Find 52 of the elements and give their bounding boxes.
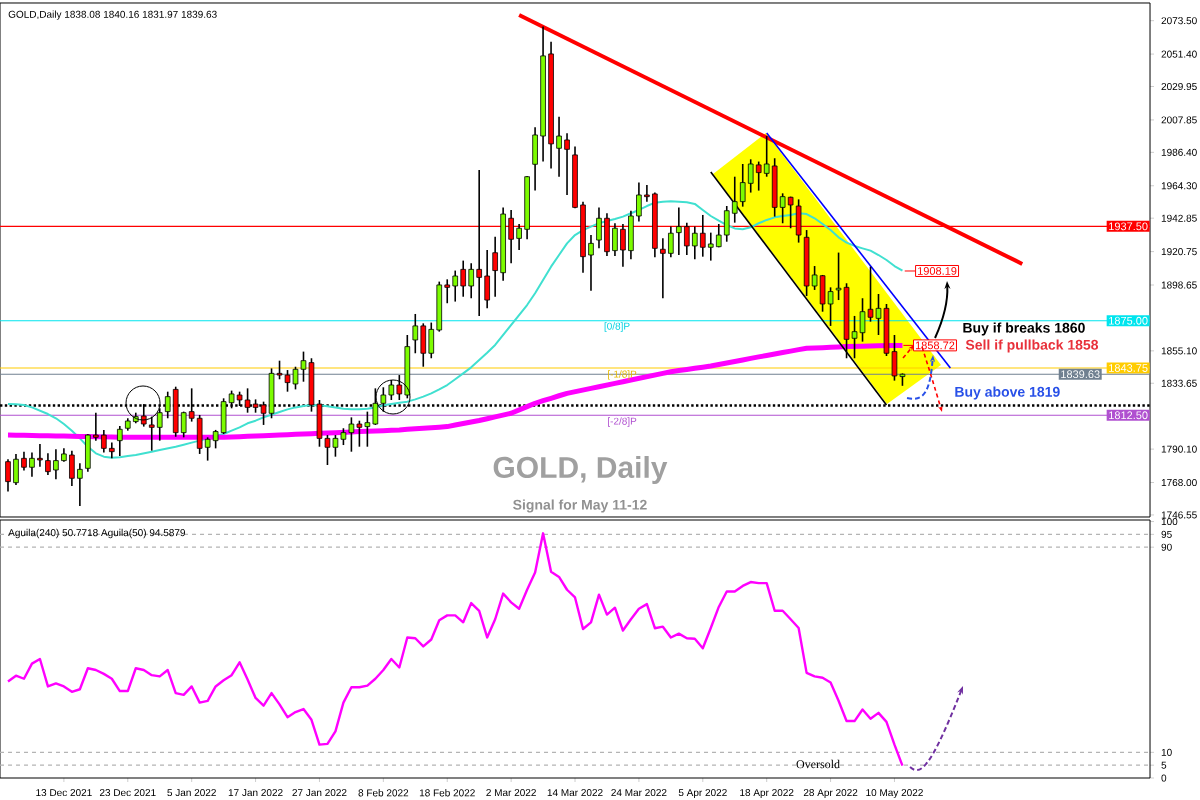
x-tick-label: 5 Jan 2022 bbox=[167, 789, 216, 797]
x-tick-label: 2 Mar 2022 bbox=[486, 789, 536, 797]
annotation: Oversold bbox=[796, 759, 840, 769]
text: GOLD, Daily bbox=[493, 456, 668, 484]
annotation: 1858.72 bbox=[915, 341, 955, 350]
x-tick-label: 5 Apr 2022 bbox=[678, 789, 727, 799]
ref-line-label: 1812.50 bbox=[1109, 411, 1148, 420]
y-tick-label: 1746.55 bbox=[1161, 511, 1197, 519]
x-tick-label: 14 Mar 2022 bbox=[547, 789, 603, 797]
y-tick-label: 1790.10 bbox=[1161, 445, 1197, 453]
x-tick-label: 8 Feb 2022 bbox=[358, 789, 409, 797]
x-tick-label: 28 Apr 2022 bbox=[803, 789, 858, 799]
annotation: GOLD,Daily 1838.08 1840.16 1831.97 1839.63 bbox=[8, 10, 217, 20]
y-tick-label: 95 bbox=[1161, 530, 1172, 538]
annotation: Aguila(240) 50.7718 Aguila(50) 94.5879 bbox=[8, 528, 186, 539]
x-tick-label: 23 Dec 2021 bbox=[99, 789, 156, 797]
y-tick-label: 1964.30 bbox=[1161, 182, 1197, 190]
ref-line-label: 1843.75 bbox=[1109, 364, 1148, 372]
y-tick-label: 1898.65 bbox=[1161, 281, 1197, 289]
x-tick-label: 10 May 2022 bbox=[866, 789, 923, 799]
y-tick-label: 90 bbox=[1161, 543, 1172, 551]
x-tick-label: 18 Apr 2022 bbox=[740, 789, 794, 799]
y-tick-label: 1920.75 bbox=[1161, 248, 1197, 256]
y-tick-label: 1768.00 bbox=[1161, 479, 1197, 487]
annotation: [-1/8]P bbox=[608, 370, 637, 380]
y-tick-label: 1833.65 bbox=[1161, 379, 1197, 387]
x-tick-label: 24 Mar 2022 bbox=[611, 789, 667, 797]
annotation: 1908.19 bbox=[918, 267, 957, 275]
y-tick-label: 2051.40 bbox=[1161, 50, 1197, 58]
y-tick-label: 2073.50 bbox=[1161, 17, 1197, 25]
y-tick-label: 1986.40 bbox=[1161, 148, 1197, 156]
text: Signal for May 11-12 bbox=[513, 499, 647, 513]
ref-line-label: 1937.50 bbox=[1109, 222, 1148, 231]
annotation: Buy above 1819 bbox=[955, 386, 1060, 400]
y-tick-label: 100 bbox=[1161, 518, 1178, 526]
x-tick-label: 27 Jan 2022 bbox=[292, 789, 347, 797]
y-tick-label: 2007.85 bbox=[1161, 116, 1197, 124]
y-tick-label: 10 bbox=[1161, 748, 1172, 756]
x-tick-label: 17 Jan 2022 bbox=[228, 789, 283, 797]
y-tick-label: 0 bbox=[1161, 774, 1167, 782]
x-tick-label: 18 Feb 2022 bbox=[419, 789, 475, 797]
ref-line-label: 1839.63 bbox=[1061, 370, 1100, 379]
annotation: [-2/8]P bbox=[608, 417, 637, 427]
x-tick-label: 13 Dec 2021 bbox=[36, 789, 92, 797]
y-tick-label: 5 bbox=[1161, 761, 1167, 769]
y-tick-label: 1855.10 bbox=[1161, 347, 1197, 355]
annotation: Sell if pullback 1858 bbox=[965, 339, 1099, 353]
y-tick-label: 1942.85 bbox=[1161, 214, 1197, 222]
annotation: [0/8]P bbox=[604, 322, 630, 332]
ref-line-label: 1875.00 bbox=[1109, 316, 1148, 325]
y-tick-label: 2029.95 bbox=[1161, 82, 1197, 91]
annotation: Buy if breaks 1860 bbox=[963, 322, 1085, 336]
